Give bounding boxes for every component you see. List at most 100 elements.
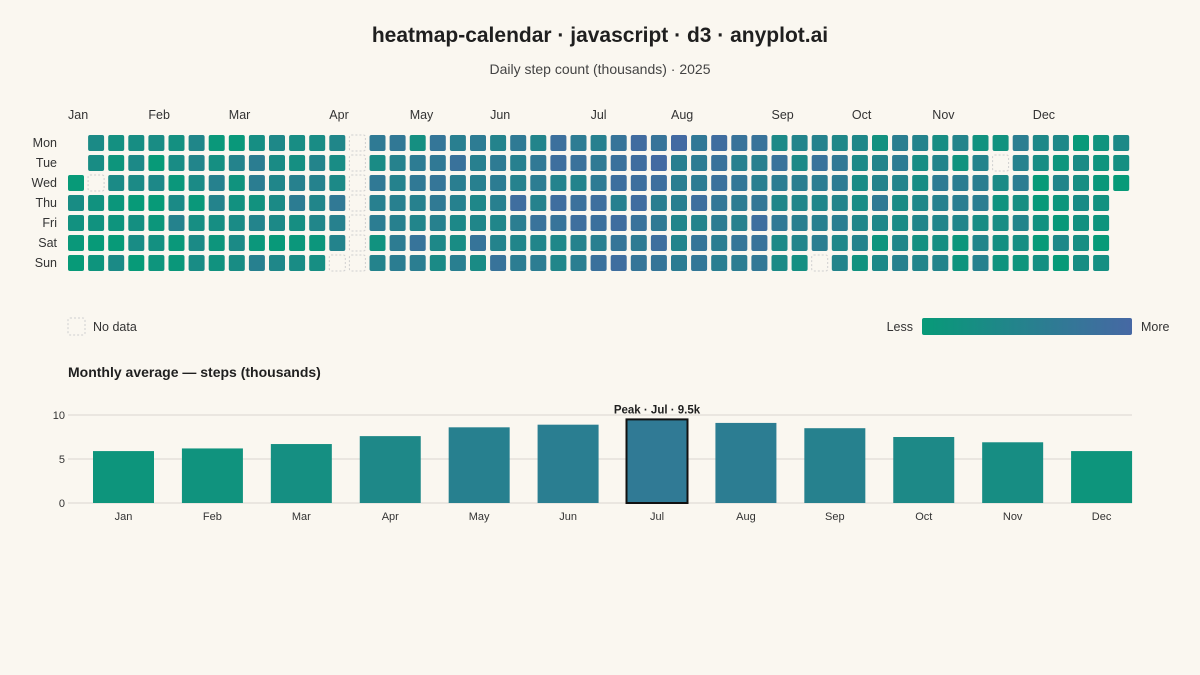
day-cell-2025-02-15 <box>188 235 205 251</box>
day-cell-2025-05-15 <box>449 195 466 211</box>
day-cell-2025-06-15 <box>530 255 547 271</box>
day-cell-2025-01-28 <box>148 155 165 171</box>
day-cell-2025-10-03 <box>851 215 868 231</box>
day-cell-2025-02-23 <box>208 255 225 271</box>
day-cell-2025-07-03 <box>590 195 607 211</box>
day-cell-2025-06-08 <box>510 255 527 271</box>
day-cell-2025-08-07 <box>691 195 708 211</box>
day-cell-2025-09-14 <box>791 255 808 271</box>
day-cell-2025-04-03 <box>329 195 346 211</box>
day-cell-2025-04-12 <box>348 234 366 252</box>
day-cell-2025-09-01 <box>771 135 788 151</box>
day-cell-2025-03-26 <box>309 175 326 191</box>
day-cell-2025-03-31 <box>329 135 346 151</box>
day-cell-2025-02-26 <box>228 175 245 191</box>
day-cell-2025-11-13 <box>972 195 989 211</box>
day-cell-2025-12-09 <box>1052 155 1069 171</box>
day-cell-2025-01-23 <box>128 195 145 211</box>
day-cell-2025-01-10 <box>88 215 105 231</box>
day-cell-2025-12-06 <box>1032 235 1049 251</box>
month-label-apr: Apr <box>329 108 348 122</box>
day-cell-2025-03-16 <box>269 255 285 271</box>
day-cell-2025-02-01 <box>148 235 165 251</box>
day-cell-2025-01-16 <box>108 195 125 211</box>
day-cell-2025-08-27 <box>751 175 768 191</box>
day-cell-2025-02-13 <box>188 195 205 211</box>
day-cell-2025-09-22 <box>831 135 848 151</box>
bar-sep <box>804 428 866 503</box>
day-cell-2025-03-02 <box>228 255 245 271</box>
day-cell-2025-06-26 <box>570 195 587 211</box>
day-cell-2025-02-08 <box>168 235 185 251</box>
day-cell-2025-02-17 <box>208 135 225 151</box>
day-cell-2025-06-14 <box>530 235 547 251</box>
day-cell-2025-09-17 <box>811 175 828 191</box>
day-cell-2025-10-23 <box>912 195 929 211</box>
day-cell-2025-06-18 <box>550 175 567 191</box>
day-cell-2025-02-28 <box>228 215 245 231</box>
day-cell-2025-10-30 <box>932 195 949 211</box>
day-cell-2025-11-04 <box>952 155 969 171</box>
day-cell-2025-10-26 <box>912 255 929 271</box>
day-cell-2025-11-21 <box>992 215 1009 231</box>
day-cell-2025-07-15 <box>630 155 647 171</box>
day-cell-2025-12-12 <box>1052 215 1069 231</box>
day-cell-2025-10-29 <box>932 175 949 191</box>
day-cell-2025-01-13 <box>108 135 125 151</box>
day-cell-2025-02-11 <box>188 155 205 171</box>
day-cell-2025-07-28 <box>671 135 687 151</box>
day-cell-2025-09-11 <box>791 195 808 211</box>
day-cell-2025-01-29 <box>148 175 165 191</box>
day-cell-2025-12-22 <box>1093 135 1110 151</box>
day-cell-2025-05-20 <box>470 155 486 171</box>
month-label-jun: Jun <box>490 108 510 122</box>
day-cell-2025-10-31 <box>932 215 949 231</box>
day-cell-2025-08-22 <box>731 215 748 231</box>
legend-less-label: Less <box>887 320 913 334</box>
day-cell-2025-10-18 <box>892 235 909 251</box>
day-cell-2025-08-25 <box>751 135 768 151</box>
day-cell-2025-12-21 <box>1073 255 1089 271</box>
day-cell-2025-01-09 <box>88 195 105 211</box>
day-cell-2025-01-01 <box>68 175 84 191</box>
day-cell-2025-11-24 <box>1012 135 1029 151</box>
day-cell-2025-09-23 <box>831 155 848 171</box>
day-cell-2025-12-25 <box>1093 195 1110 211</box>
day-cell-2025-08-12 <box>711 155 728 171</box>
day-cell-2025-10-15 <box>892 175 909 191</box>
day-cell-2025-01-03 <box>68 215 84 231</box>
day-cell-2025-07-05 <box>590 235 607 251</box>
day-cell-2025-06-25 <box>570 175 587 191</box>
day-cell-2025-06-11 <box>530 175 547 191</box>
day-cell-2025-08-19 <box>731 155 748 171</box>
day-cell-2025-10-19 <box>892 255 909 271</box>
day-cell-2025-09-02 <box>771 155 788 171</box>
weekday-label-sat: Sat <box>38 236 57 250</box>
day-cell-2025-02-06 <box>168 195 185 211</box>
day-cell-2025-07-10 <box>610 195 627 211</box>
day-cell-2025-02-09 <box>168 255 185 271</box>
day-cell-2025-05-25 <box>470 255 486 271</box>
day-cell-2025-05-31 <box>490 235 507 251</box>
month-label-jan: Jan <box>68 108 88 122</box>
day-cell-2025-09-29 <box>851 135 868 151</box>
x-tick-label-jul: Jul <box>650 511 664 523</box>
bar-oct <box>893 437 955 503</box>
day-cell-2025-07-23 <box>650 175 667 191</box>
day-cell-2025-01-27 <box>148 135 165 151</box>
day-cell-2025-11-30 <box>1012 255 1029 271</box>
day-cell-2025-11-17 <box>992 135 1009 151</box>
day-cell-2025-12-29 <box>1113 135 1130 151</box>
day-cell-2025-10-02 <box>851 195 868 211</box>
day-cell-2025-08-10 <box>691 255 708 271</box>
day-cell-2025-07-30 <box>671 175 687 191</box>
day-cell-2025-07-07 <box>610 135 627 151</box>
day-cell-2025-08-13 <box>711 175 728 191</box>
day-cell-2025-11-12 <box>972 175 989 191</box>
day-cell-2025-06-12 <box>530 195 547 211</box>
legend-no-data-label: No data <box>93 320 137 334</box>
day-cell-2025-06-06 <box>510 215 527 231</box>
bar-jul <box>625 418 689 504</box>
day-cell-2025-04-23 <box>389 175 406 191</box>
